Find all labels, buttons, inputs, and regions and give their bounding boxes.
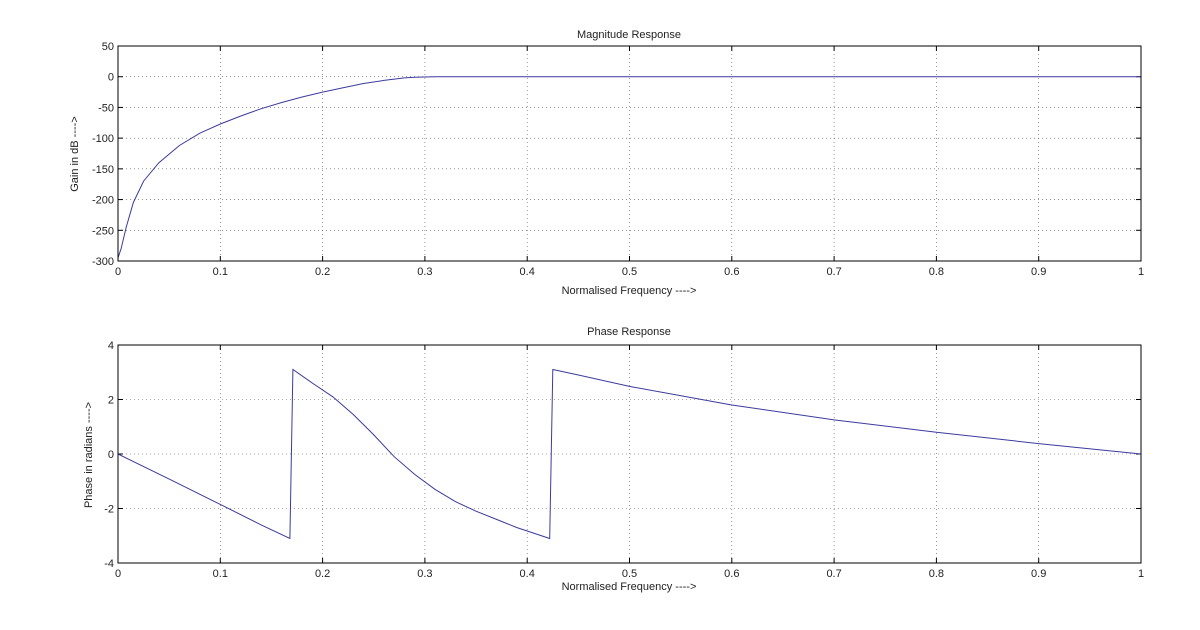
magnitude-ylabel: Gain in dB ----> (69, 116, 81, 192)
phase-xtick-label: 0.8 (929, 568, 944, 580)
magnitude-xtick-label: 0.9 (1031, 266, 1046, 278)
phase-xtick-label: 0.7 (826, 568, 841, 580)
magnitude-ytick-label: -250 (92, 225, 114, 237)
magnitude-ytick-label: 0 (108, 72, 114, 84)
magnitude-xtick-label: 0.2 (315, 266, 330, 278)
phase-xtick-label: 0.6 (724, 568, 739, 580)
phase-ytick-label: -2 (104, 504, 114, 516)
phase-ytick-label: 0 (108, 449, 114, 461)
phase-ytick-label: -4 (104, 558, 114, 570)
phase-xtick-label: 0.4 (520, 568, 535, 580)
phase-title: Phase Response (587, 326, 671, 338)
magnitude-axes-frame (117, 45, 1142, 262)
magnitude-ytick-label: -100 (92, 133, 114, 145)
phase-xtick-label: 0.3 (417, 568, 432, 580)
magnitude-ytick-label: -50 (98, 102, 114, 114)
magnitude-xtick-label: 0 (115, 266, 121, 278)
magnitude-xtick-label: 0.3 (417, 266, 432, 278)
phase-xtick-label: 0 (115, 568, 121, 580)
phase-xtick-label: 0.9 (1031, 568, 1046, 580)
phase-xtick-label: 0.5 (622, 568, 637, 580)
magnitude-series-line (117, 76, 1141, 259)
magnitude-ytick-label: -150 (92, 164, 114, 176)
magnitude-xtick-label: 0.4 (520, 266, 535, 278)
magnitude-ytick-label: -300 (92, 256, 114, 268)
phase-ytick-label: 4 (108, 340, 114, 352)
phase-xlabel: Normalised Frequency ----> (562, 581, 697, 593)
magnitude-xtick-label: 1 (1138, 266, 1144, 278)
magnitude-ytick-label: -200 (92, 195, 114, 207)
phase-ylabel: Phase in radians ----> (83, 402, 95, 508)
magnitude-ytick-label: 50 (102, 41, 114, 53)
magnitude-xtick-label: 0.1 (213, 266, 228, 278)
phase-ytick-label: 2 (108, 395, 114, 407)
phase-series-line (117, 368, 1142, 540)
phase-grid (118, 345, 1141, 563)
phase-xtick-label: 1 (1138, 568, 1144, 580)
magnitude-title: Magnitude Response (577, 29, 681, 41)
magnitude-xtick-label: 0.6 (724, 266, 739, 278)
phase-axes-frame (117, 344, 1142, 564)
magnitude-xtick-label: 0.5 (622, 266, 637, 278)
magnitude-tick-labels: 0 0.1 0.2 0.3 0.4 0.5 0.6 0.7 0.8 0.9 1 50 0 -50 -100 -… (92, 41, 1144, 278)
magnitude-xtick-label: 0.8 (929, 266, 944, 278)
magnitude-response-plot: Magnitude Response Normalised Frequency … (69, 29, 1144, 297)
phase-xtick-label: 0.2 (315, 568, 330, 580)
phase-xtick-label: 0.1 (213, 568, 228, 580)
phase-response-plot: Phase Response Normalised Frequency ----… (83, 326, 1144, 593)
magnitude-xtick-label: 0.7 (826, 266, 841, 278)
magnitude-xlabel: Normalised Frequency ----> (562, 285, 697, 297)
phase-tick-labels: 0 0.1 0.2 0.3 0.4 0.5 0.6 0.7 0.8 0.9 1 4 2 0 -2 -4 (104, 340, 1144, 580)
